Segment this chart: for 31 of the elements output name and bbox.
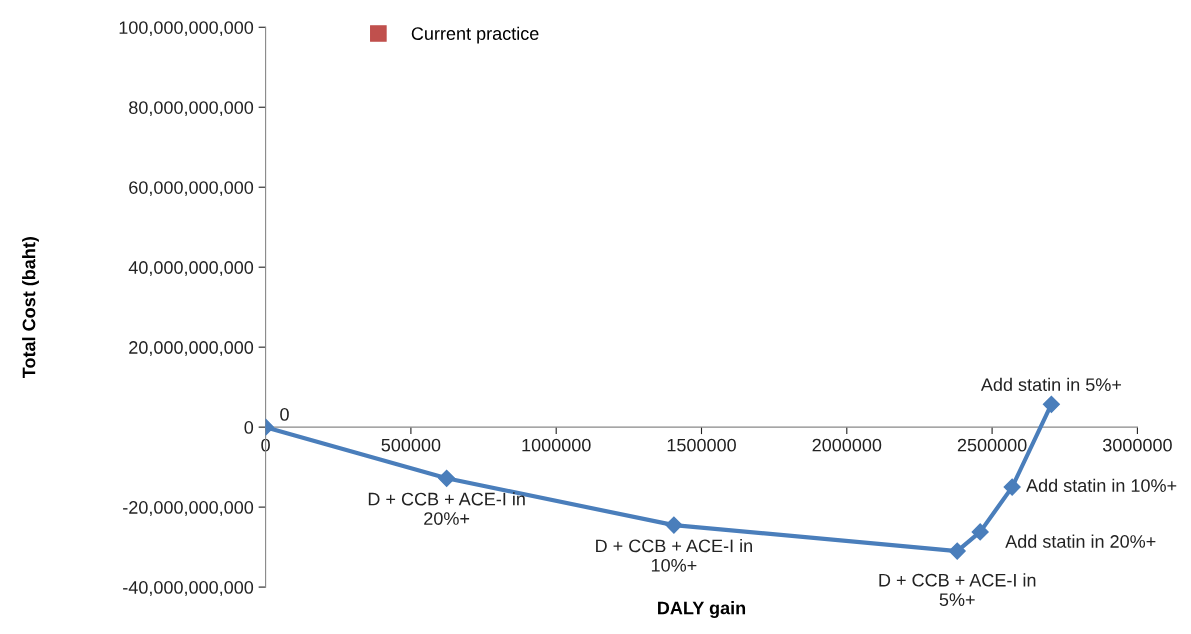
x-tick-label: 0 (261, 438, 270, 452)
annotation: D + CCB + ACE-I in 20%+ (368, 492, 525, 525)
y-tick-label: 100,000,000,000 (119, 21, 254, 37)
annotation: D + CCB + ACE-I in 5%+ (879, 573, 1036, 607)
y-tick-label: 80,000,000,000 (129, 101, 254, 117)
x-tick-label: 3000000 (1102, 438, 1172, 452)
y-tick-label: 60,000,000,000 (129, 181, 254, 197)
point (948, 542, 966, 560)
y-axis-title: Total Cost (baht) (22, 237, 39, 379)
x-tick-label: 1500000 (667, 438, 736, 452)
point (438, 469, 456, 487)
y-tick-label: -20,000,000,000 (123, 501, 254, 516)
annotation: 0 (280, 408, 289, 421)
legend-label: Current practice (411, 26, 539, 44)
y-tick-label: 40,000,000,000 (128, 261, 254, 277)
x-tick-label: 500000 (381, 438, 441, 452)
annotation: Add statin in 20%+ (1005, 534, 1156, 548)
y-tick-label: 0 (244, 421, 254, 434)
x-axis-title: DALY gain (658, 601, 746, 618)
x-tick-label: 1000000 (522, 438, 591, 452)
y-tick-label: 20,000,000,000 (129, 341, 254, 357)
annotation: Add statin in 10%+ (1026, 478, 1177, 492)
point (1042, 395, 1060, 413)
y-tick-label: -40,000,000,000 (123, 581, 254, 596)
point (1003, 478, 1021, 496)
x-tick-label: 2000000 (812, 438, 882, 452)
point (971, 523, 989, 541)
annotation: Add statin in 5%+ (980, 377, 1122, 392)
x-tick-label: 2500000 (957, 438, 1027, 452)
annotation: D + CCB + ACE-I in 10%+ (596, 538, 752, 572)
point (665, 516, 683, 534)
